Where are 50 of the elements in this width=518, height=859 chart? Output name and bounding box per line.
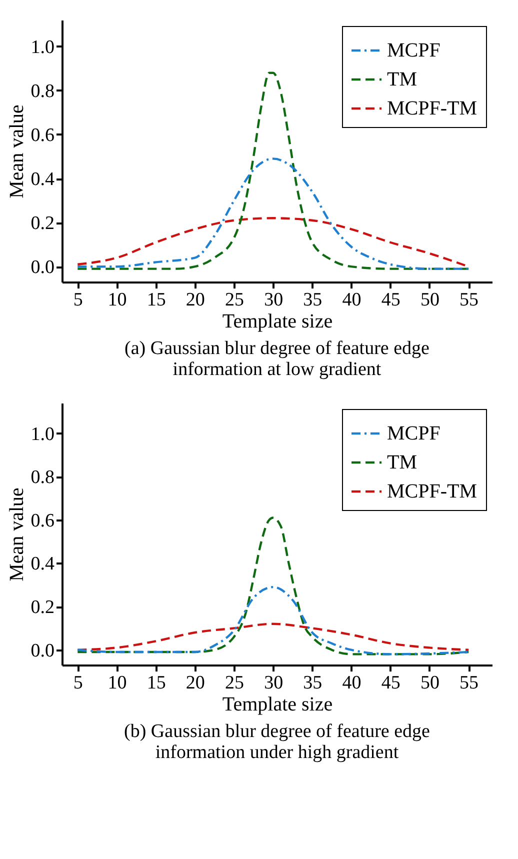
x-tick-label: 35 [303,290,322,310]
y-tick-label: 0.0 [30,640,54,662]
x-tick-label: 55 [460,290,479,310]
x-tick-label: 30 [264,290,284,310]
y-tick-label: 0.2 [30,213,54,234]
x-tick-label: 50 [420,290,440,310]
x-tick-label: 50 [420,672,440,694]
x-tick-label: 45 [381,672,400,694]
x-tick-label: 30 [264,672,284,694]
legend-label: TM [387,452,418,474]
text: (a) Gaussian blur degree of feature edge information at low gradient [124,338,430,380]
x-tick-label: 15 [146,672,166,694]
legend-label: MCPF-TM [387,98,478,120]
y-tick-label: 0.8 [30,467,54,488]
x-axis-title: Template size [222,310,333,332]
x-tick-label: 45 [381,290,400,310]
x-tick-label: 40 [342,672,362,694]
y-axis-title: Mean value [6,104,28,198]
y-tick-label: 0.4 [30,169,55,190]
x-tick-label: 55 [460,672,479,694]
y-tick-label: 0.0 [30,257,54,278]
legend-label: MCPF-TM [387,480,478,502]
x-tick-label: 20 [186,672,205,694]
legend-label: MCPF [387,422,440,444]
x-axis-title: Template size [222,694,333,716]
y-tick-label: 1.0 [30,424,54,445]
x-tick-label: 35 [303,672,322,694]
x-tick-label: 25 [225,672,244,694]
legend-label: TM [387,68,418,90]
y-tick-label: 0.2 [30,597,54,618]
x-tick-label: 5 [73,672,83,694]
y-tick-label: 1.0 [30,36,54,58]
y-tick-label: 0.4 [30,554,55,575]
x-tick-label: 5 [73,290,83,310]
x-tick-label: 10 [108,290,127,310]
x-tick-label: 20 [186,290,205,310]
x-tick-label: 10 [108,672,127,694]
y-tick-label: 0.6 [30,510,54,532]
legend-label: MCPF [387,40,440,62]
y-tick-label: 0.8 [30,80,54,102]
line-series [76,586,470,656]
x-tick-label: 40 [342,290,362,310]
line-series [76,158,470,270]
text: (b) Gaussian blur degree of feature edge information under high gradient [124,721,430,763]
line-series [76,516,470,656]
y-tick-label: 0.6 [30,124,54,146]
y-axis-title: Mean value [6,487,28,582]
line-series [76,622,470,651]
x-tick-label: 25 [225,290,244,310]
x-tick-label: 15 [146,290,166,310]
